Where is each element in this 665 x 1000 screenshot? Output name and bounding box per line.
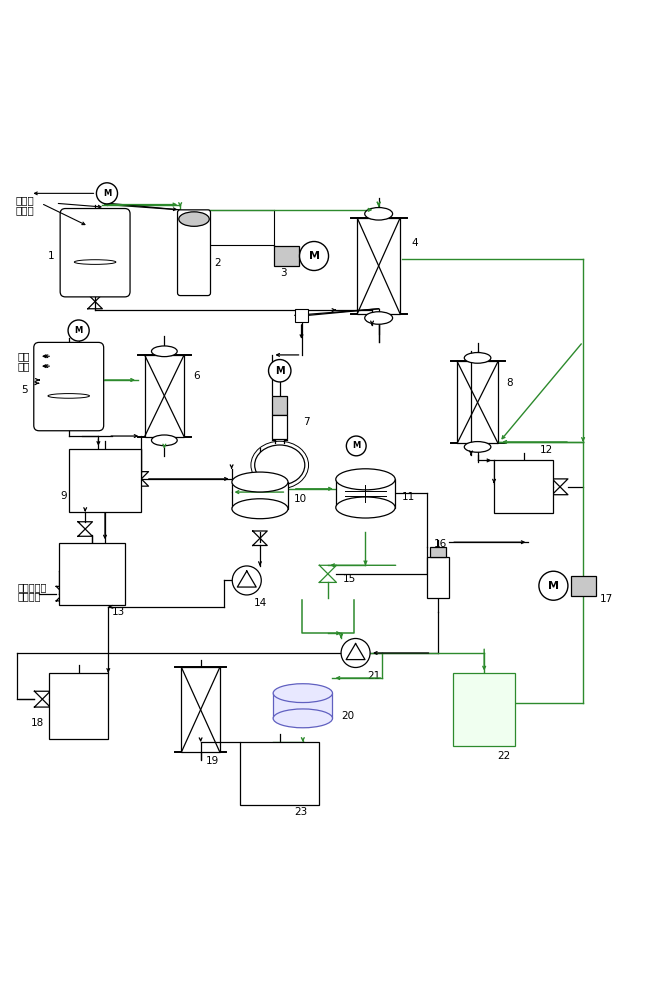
Text: 雷尼镍: 雷尼镍 xyxy=(16,195,35,205)
Bar xyxy=(274,246,299,266)
Ellipse shape xyxy=(152,346,177,357)
Bar xyxy=(295,309,308,322)
Ellipse shape xyxy=(464,353,491,363)
Text: M: M xyxy=(548,581,559,591)
Text: 19: 19 xyxy=(206,756,219,766)
Circle shape xyxy=(68,320,89,341)
Text: 再生回用: 再生回用 xyxy=(17,591,41,601)
Text: 9: 9 xyxy=(60,491,66,501)
Text: 15: 15 xyxy=(342,574,356,584)
Bar xyxy=(571,576,596,596)
Text: 4: 4 xyxy=(412,238,418,248)
Text: M: M xyxy=(309,251,320,261)
Polygon shape xyxy=(182,667,219,752)
Bar xyxy=(273,693,332,718)
Text: 16: 16 xyxy=(434,539,448,549)
Bar xyxy=(430,547,446,557)
Bar xyxy=(240,742,319,805)
Text: 8: 8 xyxy=(507,378,513,388)
Text: 11: 11 xyxy=(402,492,415,502)
Text: 送厂家处理: 送厂家处理 xyxy=(17,582,47,592)
Ellipse shape xyxy=(48,394,90,398)
Circle shape xyxy=(539,571,568,600)
Text: M: M xyxy=(352,441,360,450)
Text: 1: 1 xyxy=(48,251,55,261)
Text: 催化剂: 催化剂 xyxy=(16,205,35,215)
Text: 12: 12 xyxy=(540,445,553,455)
Text: M: M xyxy=(103,189,111,198)
Bar xyxy=(336,479,395,508)
Ellipse shape xyxy=(273,684,332,703)
Ellipse shape xyxy=(364,208,392,220)
Ellipse shape xyxy=(364,312,392,324)
Ellipse shape xyxy=(255,445,305,485)
Bar xyxy=(49,673,108,739)
Ellipse shape xyxy=(74,260,116,264)
Ellipse shape xyxy=(336,469,395,490)
FancyBboxPatch shape xyxy=(60,209,130,297)
Text: M: M xyxy=(74,326,82,335)
Text: 片碱: 片碱 xyxy=(17,361,30,371)
Ellipse shape xyxy=(232,499,288,519)
Text: 17: 17 xyxy=(600,594,613,604)
Ellipse shape xyxy=(464,442,491,452)
Text: 7: 7 xyxy=(303,417,309,427)
Bar xyxy=(232,482,288,509)
Text: 20: 20 xyxy=(341,711,354,721)
Ellipse shape xyxy=(152,435,177,446)
Text: 23: 23 xyxy=(294,807,307,817)
Ellipse shape xyxy=(232,472,288,492)
Bar xyxy=(453,673,515,746)
Text: 3: 3 xyxy=(280,268,287,278)
Bar xyxy=(59,543,125,605)
Bar xyxy=(273,415,287,439)
Polygon shape xyxy=(457,361,498,443)
FancyBboxPatch shape xyxy=(34,342,104,431)
Text: 18: 18 xyxy=(31,718,45,728)
Polygon shape xyxy=(357,218,400,314)
Ellipse shape xyxy=(273,709,332,728)
Bar xyxy=(494,460,553,513)
Bar xyxy=(68,449,141,512)
Circle shape xyxy=(299,241,329,271)
Text: 13: 13 xyxy=(112,607,125,617)
Circle shape xyxy=(346,436,366,456)
Text: 21: 21 xyxy=(368,671,380,681)
Text: 14: 14 xyxy=(253,598,267,608)
Text: 10: 10 xyxy=(294,494,307,504)
Text: 吡啶: 吡啶 xyxy=(17,351,30,361)
Text: 5: 5 xyxy=(21,385,28,395)
Ellipse shape xyxy=(336,497,395,518)
Bar xyxy=(273,396,287,415)
Text: 2: 2 xyxy=(214,258,220,268)
FancyBboxPatch shape xyxy=(178,210,211,296)
Text: 22: 22 xyxy=(497,751,511,761)
Text: 6: 6 xyxy=(194,371,200,381)
Bar xyxy=(428,557,449,598)
Circle shape xyxy=(341,638,370,667)
Circle shape xyxy=(96,183,118,204)
Polygon shape xyxy=(144,355,184,437)
Text: M: M xyxy=(275,366,285,376)
Circle shape xyxy=(269,360,291,382)
Circle shape xyxy=(232,566,261,595)
Ellipse shape xyxy=(179,212,209,226)
